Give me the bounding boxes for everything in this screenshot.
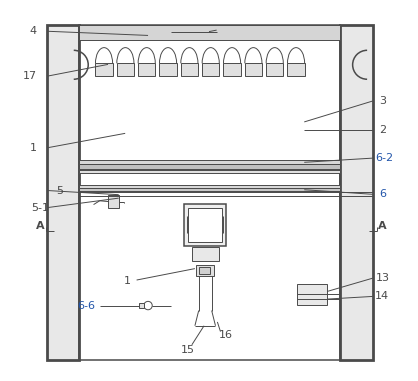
Bar bbox=[184, 204, 226, 246]
Text: 14: 14 bbox=[375, 291, 390, 301]
Bar bbox=[138, 63, 155, 76]
Text: 5-1: 5-1 bbox=[32, 203, 50, 213]
Bar bbox=[196, 265, 214, 276]
Bar bbox=[192, 247, 219, 261]
Bar bbox=[79, 188, 340, 191]
Bar bbox=[340, 25, 373, 360]
Bar bbox=[224, 63, 241, 76]
Text: 6-2: 6-2 bbox=[375, 153, 393, 163]
Bar bbox=[297, 284, 327, 305]
Bar bbox=[288, 63, 305, 76]
Bar bbox=[138, 303, 144, 308]
Text: 16: 16 bbox=[219, 330, 233, 339]
Bar bbox=[108, 195, 119, 208]
Bar bbox=[79, 164, 340, 169]
Bar bbox=[79, 160, 340, 164]
Text: A: A bbox=[378, 221, 387, 231]
Text: 15: 15 bbox=[181, 345, 195, 355]
Bar bbox=[79, 170, 340, 173]
Bar bbox=[188, 208, 222, 242]
Text: A: A bbox=[36, 221, 45, 231]
Text: 1: 1 bbox=[124, 276, 130, 286]
Bar bbox=[199, 267, 210, 274]
Text: 2: 2 bbox=[379, 125, 386, 134]
Bar bbox=[245, 63, 262, 76]
Text: 1: 1 bbox=[30, 143, 36, 153]
Text: 6: 6 bbox=[379, 189, 386, 199]
Bar bbox=[160, 63, 177, 76]
Bar bbox=[79, 25, 340, 360]
Bar bbox=[95, 63, 112, 76]
Text: 5: 5 bbox=[56, 186, 63, 195]
Text: 3: 3 bbox=[379, 96, 386, 106]
Bar bbox=[202, 63, 219, 76]
Bar bbox=[181, 63, 198, 76]
Text: 4: 4 bbox=[29, 26, 36, 36]
Bar bbox=[266, 63, 283, 76]
Text: 6-6: 6-6 bbox=[77, 301, 95, 311]
Bar bbox=[79, 185, 340, 188]
Bar bbox=[117, 63, 134, 76]
Text: 17: 17 bbox=[23, 71, 37, 81]
Text: 13: 13 bbox=[375, 273, 389, 283]
Bar bbox=[47, 25, 79, 360]
Bar bbox=[79, 25, 340, 40]
